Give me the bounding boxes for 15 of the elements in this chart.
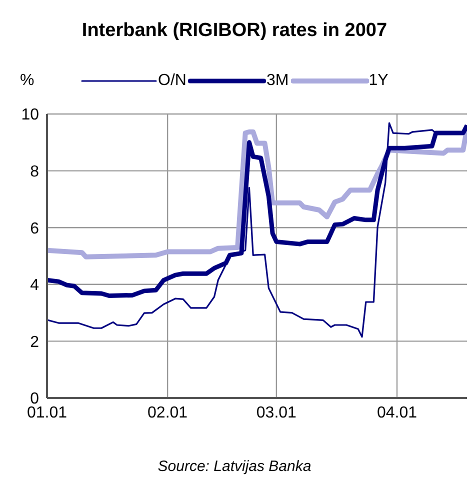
legend-label: 3M: [266, 72, 289, 90]
y-tick-label: 8: [30, 163, 40, 180]
y-axis-title: %: [20, 72, 34, 90]
y-tick-label: 4: [30, 277, 40, 294]
y-tick-label: 10: [21, 106, 40, 124]
x-tick-label: 03.01: [256, 404, 297, 422]
source-note: Source: Latvijas Banka: [156, 458, 312, 475]
y-tick-label: 6: [30, 220, 40, 238]
x-tick-label: 04.01: [376, 404, 418, 422]
y-tick-label: 2: [30, 334, 40, 351]
x-tick-label: 01.01: [26, 404, 68, 422]
chart-title: Interbank (RIGIBOR) rates in 2007: [80, 20, 388, 42]
x-tick-label: 02.01: [148, 404, 188, 422]
legend-label: O/N: [158, 72, 186, 90]
legend-label: 1Y: [368, 72, 388, 90]
